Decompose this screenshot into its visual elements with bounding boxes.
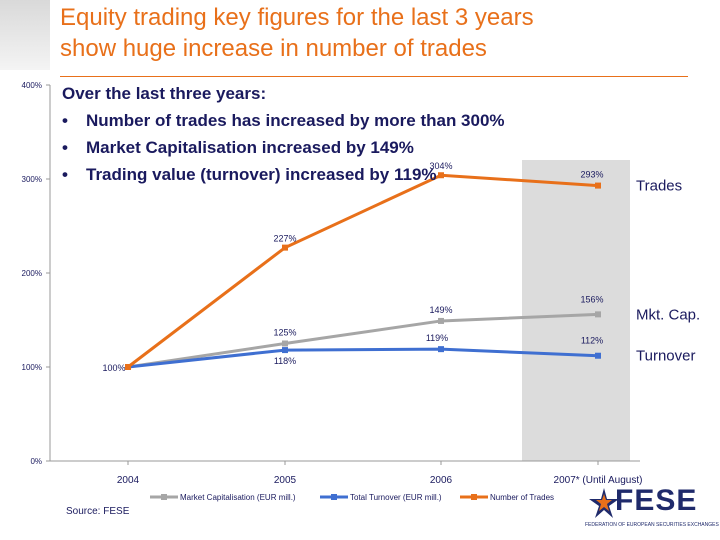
legend-label: Total Turnover (EUR mill.) — [350, 493, 442, 502]
legend-label: Market Capitalisation (EUR mill.) — [180, 493, 296, 502]
data-label: 293% — [580, 170, 603, 180]
fese-logo: FESE FEDERATION OF EUROPEAN SECURITIES E… — [585, 484, 719, 534]
legend-marker — [471, 494, 477, 500]
logo-wordmark: FESE — [615, 484, 698, 517]
data-point — [595, 352, 601, 359]
bullet-item: • Number of trades has increased by more … — [62, 107, 622, 134]
data-label: 304% — [429, 161, 452, 171]
series-line-1 — [127, 347, 599, 369]
data-point — [438, 346, 444, 353]
bullet-dot: • — [62, 165, 68, 184]
data-label: 118% — [274, 356, 296, 366]
y-tick-label: 200% — [22, 269, 42, 278]
x-tick-label: 2007* (Until August) — [554, 475, 643, 486]
highlight-band — [522, 160, 630, 461]
data-point — [282, 244, 288, 251]
data-point — [125, 364, 131, 370]
y-tick-label: 100% — [22, 363, 42, 372]
legend-marker — [161, 494, 167, 500]
y-tick-label: 400% — [22, 81, 42, 90]
bullet-text: Trading value (turnover) increased by 11… — [86, 165, 437, 184]
data-label: 112% — [581, 336, 603, 346]
title-line-1: Equity trading key figures for the last … — [60, 4, 534, 31]
star-icon — [589, 488, 619, 518]
series-side-label: Mkt. Cap. — [636, 306, 700, 323]
data-label: 119% — [426, 333, 448, 343]
data-point — [282, 340, 288, 347]
series-line-2 — [127, 173, 599, 369]
bullet-text: Number of trades has increased by more t… — [86, 111, 505, 130]
source-note: Source: FESE — [66, 506, 130, 517]
data-label: 125% — [273, 328, 296, 338]
data-point — [438, 317, 444, 324]
data-point — [595, 311, 601, 318]
data-point — [595, 182, 601, 189]
title-line-2: show huge increase in number of trades — [60, 35, 487, 62]
slide-title: Equity trading key figures for the last … — [60, 2, 700, 64]
y-tick-label: 0% — [30, 457, 42, 466]
bullet-dot: • — [62, 111, 68, 130]
legend-marker — [331, 494, 337, 500]
x-tick-label: 2004 — [117, 475, 140, 486]
x-tick-label: 2005 — [274, 475, 297, 486]
data-point — [438, 172, 444, 179]
data-label: 227% — [273, 234, 296, 244]
bullet-item: • Market Capitalisation increased by 149% — [62, 134, 622, 161]
bullet-item: • Trading value (turnover) increased by 1… — [62, 161, 622, 188]
legend-label: Number of Trades — [490, 493, 554, 502]
series-side-label: Trades — [636, 178, 682, 195]
data-point — [282, 347, 288, 354]
series-line-0 — [127, 312, 599, 369]
title-divider — [60, 76, 688, 77]
bullet-list: Over the last three years: • Number of tr… — [62, 80, 622, 188]
series-side-label: Turnover — [636, 348, 695, 365]
data-label: 149% — [429, 305, 452, 315]
y-tick-label: 300% — [22, 175, 42, 184]
data-label: 100% — [102, 363, 125, 373]
data-label: 156% — [580, 294, 603, 304]
x-tick-label: 2006 — [430, 475, 453, 486]
sidebar-gradient — [0, 0, 50, 70]
logo-tagline: FEDERATION OF EUROPEAN SECURITIES EXCHAN… — [585, 522, 719, 528]
bullet-text: Market Capitalisation increased by 149% — [86, 138, 414, 157]
bullet-dot: • — [62, 138, 68, 157]
bullets-header: Over the last three years: — [62, 84, 267, 103]
